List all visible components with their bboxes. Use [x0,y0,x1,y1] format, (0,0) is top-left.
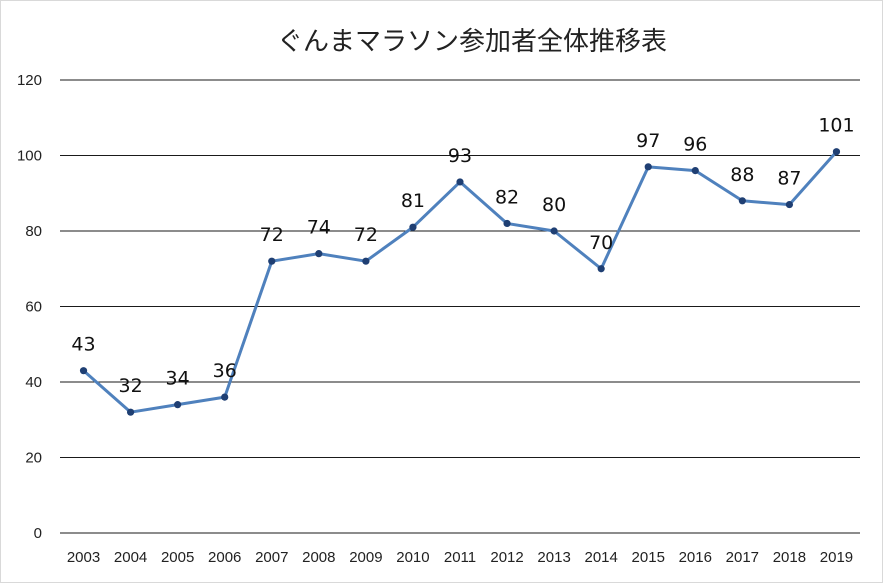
data-point [362,257,370,265]
x-tick-label: 2005 [161,549,194,566]
data-point [785,200,794,209]
y-tick-label: 60 [25,299,42,316]
gridlines [60,79,860,534]
x-tick-label: 2014 [584,549,617,566]
data-label: 70 [589,232,613,254]
x-axis-ticks: 2003 2004 2005 2006 2007 2008 2009 2010 2011 2012… [67,549,853,566]
x-tick-label: 2017 [726,549,759,566]
data-point [126,408,135,416]
data-label: 96 [683,134,707,156]
data-label: 87 [777,168,801,190]
x-tick-label: 2006 [208,549,241,566]
x-tick-label: 2008 [302,549,335,566]
y-tick-label: 0 [34,525,42,542]
x-tick-label: 2003 [67,549,100,566]
data-point [409,223,417,231]
data-point [644,163,652,171]
y-tick-label: 100 [17,148,42,165]
data-label: 80 [542,194,566,216]
data-point [738,197,746,205]
data-point [691,167,699,175]
x-tick-label: 2019 [820,549,853,566]
y-tick-label: 120 [17,72,42,89]
data-point [174,401,182,409]
data-point [315,250,323,258]
data-label: 43 [71,334,95,356]
data-points [79,148,841,416]
x-tick-label: 2015 [632,549,665,566]
data-label: 72 [354,224,378,246]
y-tick-label: 20 [25,450,42,467]
data-label: 82 [495,186,519,208]
x-tick-label: 2004 [114,549,147,566]
x-tick-label: 2018 [773,549,806,566]
data-label: 88 [730,164,754,186]
x-tick-label: 2009 [349,549,382,566]
chart-title: ぐんまマラソン参加者全体推移表 [277,27,667,57]
x-tick-label: 2012 [490,549,523,566]
x-tick-label: 2007 [255,549,288,566]
x-tick-label: 2013 [537,549,570,566]
data-point [221,393,229,401]
data-point [456,178,464,186]
x-tick-label: 2010 [396,549,429,566]
data-point [832,148,841,156]
x-tick-label: 2011 [444,549,476,566]
y-tick-label: 80 [25,223,42,240]
series-line [82,150,838,414]
y-tick-label: 40 [25,374,42,391]
data-label: 36 [213,360,237,382]
data-labels: 43 32 34 36 72 74 72 81 93 82 80 70 97 96 88 87 101 [71,115,854,397]
data-label: 97 [636,130,660,152]
data-label: 74 [307,217,331,239]
data-label: 93 [448,145,472,167]
data-label: 81 [401,190,425,212]
data-point [550,227,558,235]
data-label: 101 [818,115,854,137]
data-point [268,257,276,265]
data-label: 34 [166,368,190,390]
x-tick-label: 2016 [679,549,712,566]
y-axis-ticks: 0 20 40 60 80 100 120 [17,72,42,542]
data-point [79,367,88,375]
data-point [597,265,605,273]
data-label: 32 [118,375,142,397]
data-point [503,219,511,228]
data-label: 72 [260,224,284,246]
